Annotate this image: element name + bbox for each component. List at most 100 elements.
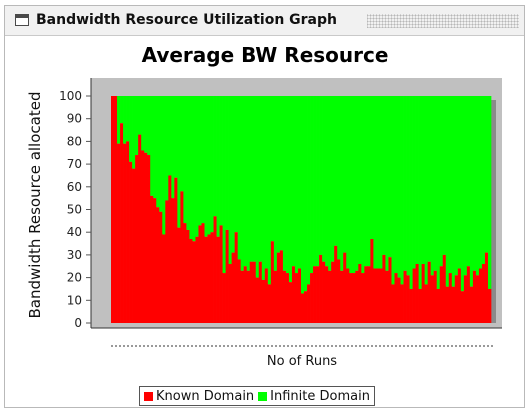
chart-title: Average BW Resource bbox=[142, 43, 389, 67]
bar-known-domain bbox=[436, 288, 441, 323]
bar-infinite-domain bbox=[448, 96, 453, 274]
bar-infinite-domain bbox=[409, 96, 413, 289]
bar-known-domain bbox=[192, 241, 196, 323]
bar-known-domain bbox=[264, 268, 269, 323]
bar-known-domain bbox=[472, 270, 477, 323]
bar-known-domain bbox=[319, 254, 323, 323]
bar-infinite-domain bbox=[469, 96, 474, 287]
bar-known-domain bbox=[364, 266, 368, 323]
chart-legend: Known Domain Infinite Domain bbox=[139, 386, 375, 406]
title-bar[interactable]: Bandwidth Resource Utilization Graph bbox=[5, 6, 524, 36]
bar-known-domain bbox=[135, 155, 139, 323]
bar-infinite-domain bbox=[279, 96, 284, 251]
bar-known-domain bbox=[451, 286, 456, 323]
bar-known-domain bbox=[304, 291, 308, 323]
bar-infinite-domain bbox=[228, 96, 232, 264]
bar-infinite-domain bbox=[442, 96, 447, 255]
bar-infinite-domain bbox=[276, 96, 281, 253]
bar-known-domain bbox=[328, 270, 332, 323]
bar-infinite-domain bbox=[216, 96, 220, 237]
bar-infinite-domain bbox=[337, 96, 341, 260]
bar-infinite-domain bbox=[472, 96, 477, 271]
bar-known-domain bbox=[373, 268, 377, 323]
bar-infinite-domain bbox=[144, 96, 148, 153]
bar-known-domain bbox=[183, 223, 187, 323]
bar-infinite-domain bbox=[301, 96, 305, 294]
bar-known-domain bbox=[279, 250, 284, 323]
bar-infinite-domain bbox=[204, 96, 208, 237]
bar-known-domain bbox=[469, 286, 474, 323]
window-title: Bandwidth Resource Utilization Graph bbox=[36, 12, 341, 28]
bar-known-domain bbox=[484, 252, 489, 323]
bar-infinite-domain bbox=[319, 96, 323, 255]
bar-known-domain bbox=[168, 175, 172, 323]
plot-depth-shadow bbox=[491, 100, 496, 323]
bar-infinite-domain bbox=[141, 96, 145, 151]
window-icon[interactable] bbox=[15, 14, 29, 26]
bar-known-domain bbox=[246, 270, 251, 323]
bar-infinite-domain bbox=[186, 96, 190, 230]
bar-known-domain bbox=[316, 266, 320, 323]
bar-known-domain bbox=[301, 293, 305, 323]
bar-known-domain bbox=[291, 266, 296, 323]
bar-known-domain bbox=[463, 275, 468, 323]
bar-infinite-domain bbox=[153, 96, 157, 199]
bar-infinite-domain bbox=[267, 96, 272, 285]
bar-known-domain bbox=[111, 96, 115, 323]
bar-infinite-domain bbox=[273, 96, 278, 271]
bar-infinite-domain bbox=[261, 96, 266, 280]
bar-infinite-domain bbox=[460, 96, 465, 292]
bar-infinite-domain bbox=[313, 96, 317, 267]
bar-known-domain bbox=[231, 252, 235, 323]
bar-known-domain bbox=[282, 270, 287, 323]
bar-known-domain bbox=[273, 270, 278, 323]
chart-panel: Average BW Resource Bandwidth Resource a… bbox=[5, 36, 526, 408]
bar-infinite-domain bbox=[126, 96, 130, 142]
y-tick-label: 70 bbox=[67, 157, 82, 171]
bar-infinite-domain bbox=[403, 96, 407, 271]
bar-infinite-domain bbox=[195, 96, 199, 237]
bar-known-domain bbox=[415, 263, 419, 323]
bar-known-domain bbox=[243, 266, 248, 323]
y-tick-label: 100 bbox=[59, 89, 82, 103]
y-tick-label: 0 bbox=[74, 316, 82, 330]
bar-known-domain bbox=[400, 284, 404, 323]
bar-infinite-domain bbox=[270, 96, 275, 242]
bar-known-domain bbox=[117, 143, 121, 323]
bar-infinite-domain bbox=[231, 96, 235, 253]
bar-infinite-domain bbox=[418, 96, 422, 289]
bar-infinite-domain bbox=[285, 96, 290, 274]
bar-infinite-domain bbox=[340, 96, 344, 271]
bar-infinite-domain bbox=[156, 96, 160, 208]
bar-known-domain bbox=[367, 266, 371, 323]
y-tick-label: 10 bbox=[67, 293, 82, 307]
chart-window: Bandwidth Resource Utilization Graph Ave… bbox=[4, 5, 525, 408]
bar-infinite-domain bbox=[331, 96, 335, 262]
bar-known-domain bbox=[370, 239, 374, 323]
bar-known-domain bbox=[379, 268, 383, 323]
y-tick-label: 20 bbox=[67, 271, 82, 285]
bar-infinite-domain bbox=[349, 96, 353, 274]
y-tick-label: 80 bbox=[67, 134, 82, 148]
bar-infinite-domain bbox=[258, 96, 263, 262]
bar-known-domain bbox=[240, 270, 245, 323]
bar-infinite-domain bbox=[376, 96, 380, 269]
bar-infinite-domain bbox=[424, 96, 429, 285]
legend-label-infinite: Infinite Domain bbox=[270, 388, 370, 404]
legend-swatch-infinite bbox=[258, 391, 268, 401]
bar-infinite-domain bbox=[388, 96, 392, 258]
bar-infinite-domain bbox=[436, 96, 441, 289]
bar-known-domain bbox=[487, 288, 492, 323]
bar-known-domain bbox=[337, 259, 341, 323]
bar-known-domain bbox=[340, 270, 344, 323]
bar-infinite-domain bbox=[310, 96, 314, 274]
bar-known-domain bbox=[313, 266, 317, 323]
bar-infinite-domain bbox=[201, 96, 205, 224]
bar-infinite-domain bbox=[439, 96, 444, 267]
bar-known-domain bbox=[216, 236, 220, 323]
bar-known-domain bbox=[147, 155, 151, 323]
title-bar-grip[interactable] bbox=[367, 14, 519, 28]
bar-known-domain bbox=[322, 261, 326, 323]
bar-known-domain bbox=[412, 268, 416, 323]
legend-swatch-known bbox=[144, 391, 153, 401]
